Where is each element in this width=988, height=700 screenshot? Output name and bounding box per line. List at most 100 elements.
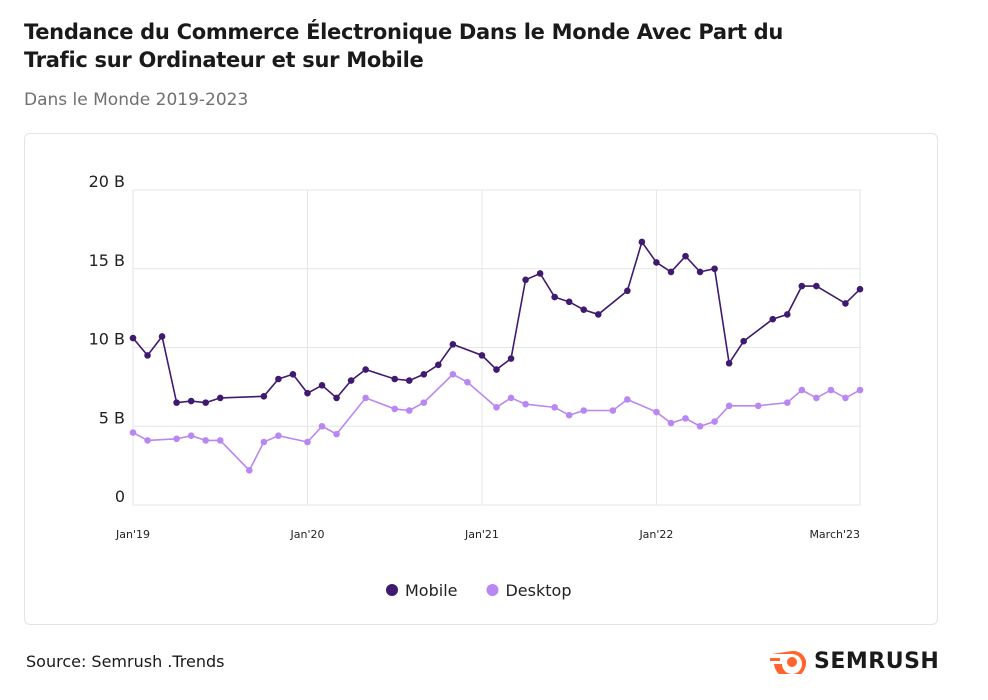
data-point <box>362 366 369 373</box>
data-point <box>522 276 529 284</box>
data-point <box>129 334 137 342</box>
data-point <box>260 393 268 400</box>
data-point <box>420 370 428 378</box>
series-line <box>132 240 861 404</box>
data-point <box>347 377 355 384</box>
data-point <box>493 404 500 411</box>
data-point <box>624 396 631 403</box>
data-point <box>405 407 413 414</box>
data-point <box>318 382 326 389</box>
data-point <box>813 394 820 402</box>
data-point <box>580 306 588 314</box>
data-point <box>580 407 588 414</box>
data-point <box>667 419 675 427</box>
data-point <box>391 405 399 413</box>
data-point <box>144 352 151 359</box>
data-point <box>144 437 151 444</box>
data-point <box>682 415 689 422</box>
data-point <box>260 438 268 446</box>
data-point <box>667 268 675 276</box>
legend-marker <box>386 584 398 596</box>
data-point <box>202 437 209 444</box>
data-point <box>391 375 399 383</box>
data-point <box>813 282 820 290</box>
brand-name: SEMRUSH <box>814 648 940 674</box>
data-point <box>478 352 486 359</box>
y-tick-label: 20 B <box>89 172 125 191</box>
series-line <box>132 373 861 472</box>
data-point <box>420 399 428 406</box>
data-point <box>449 370 457 378</box>
x-tick-label: Jan'19 <box>115 528 150 541</box>
data-point <box>507 355 515 362</box>
data-point <box>551 404 558 411</box>
x-tick-label: March'23 <box>809 528 860 541</box>
legend-label: Mobile <box>405 581 457 600</box>
data-point <box>173 435 180 443</box>
data-point <box>173 399 180 406</box>
x-tick-label: Jan'20 <box>289 528 324 541</box>
data-point <box>842 394 849 402</box>
data-point <box>333 394 340 402</box>
data-point <box>638 238 646 246</box>
data-point <box>711 265 718 273</box>
data-point <box>696 268 704 276</box>
data-point <box>187 432 195 440</box>
data-point <box>798 386 806 394</box>
data-point <box>405 377 413 384</box>
data-point <box>275 375 282 383</box>
data-point <box>682 252 689 260</box>
brand-logo: SEMRUSH <box>770 648 939 674</box>
data-point <box>653 259 660 266</box>
data-point <box>696 422 704 430</box>
data-point <box>711 418 718 425</box>
data-point <box>289 370 297 378</box>
data-point <box>158 333 166 340</box>
legend-label: Desktop <box>505 581 571 600</box>
data-point <box>216 394 224 402</box>
data-point <box>856 386 864 394</box>
data-point <box>842 300 849 307</box>
data-point <box>536 270 544 277</box>
data-point <box>318 422 326 430</box>
data-point <box>827 386 835 394</box>
data-point <box>464 378 471 386</box>
data-point <box>740 337 747 345</box>
x-tick-label: Jan'21 <box>464 528 499 541</box>
data-point <box>784 311 791 318</box>
data-point <box>362 394 369 402</box>
data-point <box>129 429 137 436</box>
data-point <box>624 287 631 295</box>
data-point <box>653 408 660 416</box>
data-point <box>725 402 733 410</box>
data-point <box>522 400 529 408</box>
data-point <box>769 315 777 323</box>
data-point <box>202 399 209 406</box>
data-point <box>609 407 617 414</box>
y-tick-label: 0 <box>115 487 125 506</box>
data-point <box>784 399 791 406</box>
data-point <box>725 359 733 367</box>
data-point <box>435 361 442 369</box>
brand-icon <box>770 650 807 674</box>
y-tick-label: 10 B <box>89 330 125 349</box>
data-point <box>565 411 573 419</box>
chart-subtitle: Dans le Monde 2019-2023 <box>24 90 249 110</box>
data-point <box>304 438 311 446</box>
data-point <box>507 394 515 402</box>
x-tick-label: Jan'22 <box>638 528 673 541</box>
data-point <box>246 467 253 474</box>
data-point <box>798 282 806 290</box>
y-tick-label: 5 B <box>99 408 125 427</box>
source-note: Source: Semrush .Trends <box>26 652 225 671</box>
data-point <box>565 298 573 306</box>
data-point <box>754 402 762 410</box>
y-tick-label: 15 B <box>89 251 125 270</box>
data-point <box>275 432 282 440</box>
chart-card <box>24 133 938 625</box>
data-point <box>304 389 311 397</box>
legend-marker <box>486 584 499 596</box>
data-point <box>187 397 195 405</box>
